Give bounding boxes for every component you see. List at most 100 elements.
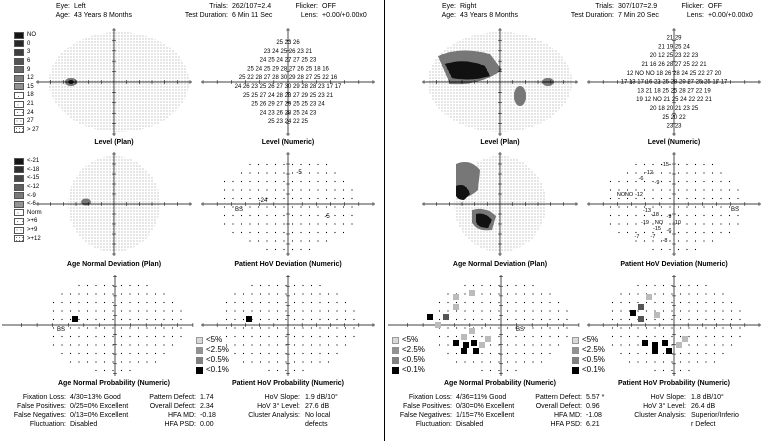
probability-mark	[642, 340, 648, 346]
test-point	[472, 284, 475, 287]
test-point	[652, 180, 654, 183]
age-label: Age:	[441, 12, 456, 19]
test-point	[611, 318, 614, 321]
test-point	[302, 344, 304, 346]
legend-swatch	[14, 166, 24, 174]
test-point	[242, 310, 245, 312]
test-point	[249, 214, 251, 217]
level-value-row: 12 NO NO 18 26 28 24 25 22 27 20	[627, 71, 722, 77]
test-point	[515, 284, 517, 287]
test-point	[251, 310, 253, 312]
test-point	[293, 318, 296, 321]
test-point	[310, 327, 313, 329]
test-point	[609, 197, 612, 200]
probability-mark	[453, 294, 459, 300]
test-point	[129, 352, 131, 355]
prob-legend-label: <5%	[402, 335, 419, 344]
hov-deviation-numeric-plot: -5 -24 -5 BS	[199, 150, 377, 258]
level-numeric-caption: Level (Numeric)	[647, 139, 701, 146]
test-point	[730, 318, 733, 321]
test-point	[540, 318, 543, 321]
test-point	[291, 206, 294, 208]
test-point	[154, 335, 157, 338]
hov-slope-label: HoV Slope:	[650, 394, 686, 401]
probability-mark	[427, 314, 433, 320]
test-point	[645, 335, 648, 338]
test-point	[276, 344, 279, 346]
cluster-analysis-value: Superior/Inferio	[691, 412, 739, 419]
age-deviation-plan-plot	[34, 150, 194, 258]
test-point	[540, 301, 543, 304]
test-point	[506, 361, 509, 363]
test-point	[628, 327, 631, 329]
test-point	[266, 163, 268, 166]
test-point	[720, 197, 722, 200]
test-point	[257, 197, 260, 200]
test-point	[447, 327, 449, 329]
test-point	[291, 240, 294, 242]
test-point	[232, 189, 234, 191]
flicker-label: Flicker:	[681, 3, 704, 10]
test-point	[317, 197, 319, 200]
test-point	[722, 352, 724, 355]
legend-label: >+6	[27, 218, 38, 225]
test-point	[52, 318, 55, 321]
test-point	[703, 163, 705, 166]
test-point	[618, 223, 620, 225]
probability-mark	[461, 334, 467, 340]
test-point	[285, 327, 287, 329]
test-point	[283, 163, 285, 166]
test-point	[472, 335, 475, 338]
prob-legend-label: <0.1%	[582, 365, 605, 374]
test-point	[654, 310, 656, 312]
test-point	[259, 344, 262, 346]
test-point	[679, 284, 682, 287]
test-point	[344, 318, 347, 321]
test-point	[146, 335, 148, 338]
lens-label: Lens:	[686, 12, 704, 19]
test-point	[240, 223, 243, 225]
test-point	[686, 223, 688, 225]
test-point	[242, 352, 245, 355]
test-point	[180, 335, 182, 338]
test-point	[334, 214, 336, 217]
defect-core	[456, 185, 470, 200]
test-point	[645, 361, 648, 363]
test-point	[259, 301, 262, 304]
test-point	[291, 180, 294, 183]
test-point	[351, 206, 353, 208]
test-point	[283, 189, 285, 191]
test-point	[652, 223, 654, 225]
test-point	[327, 335, 330, 338]
test-point	[293, 293, 296, 295]
test-point	[671, 361, 673, 363]
pattern-defect-label: Pattern Defect:	[149, 394, 196, 401]
test-point	[662, 369, 665, 372]
test-point	[325, 163, 328, 166]
test-point	[652, 231, 654, 234]
hov-deviation-numeric-caption: Patient HoV Deviation (Numeric)	[620, 261, 728, 268]
test-point	[438, 301, 441, 304]
legend-label: 6	[27, 58, 31, 65]
hov-deviation-value: NO	[625, 192, 634, 198]
test-point	[95, 344, 97, 346]
test-point	[688, 327, 690, 329]
test-point	[532, 327, 534, 329]
test-point	[447, 335, 449, 338]
test-point	[703, 240, 705, 242]
legend-row: 0	[14, 40, 39, 49]
test-point	[677, 223, 680, 225]
test-point	[342, 231, 345, 234]
test-point	[327, 310, 330, 312]
test-point	[713, 344, 716, 346]
prob-legend-label: <2.5%	[582, 345, 605, 354]
prob-legend-label: <5%	[582, 335, 599, 344]
prob-legend-row: <5%	[392, 335, 425, 345]
test-point	[438, 310, 441, 312]
test-point	[276, 361, 279, 363]
test-point	[317, 172, 319, 174]
level-value-row: 25 23 26	[276, 40, 300, 46]
test-point	[154, 327, 157, 329]
test-point	[223, 197, 226, 200]
test-point	[86, 318, 89, 321]
